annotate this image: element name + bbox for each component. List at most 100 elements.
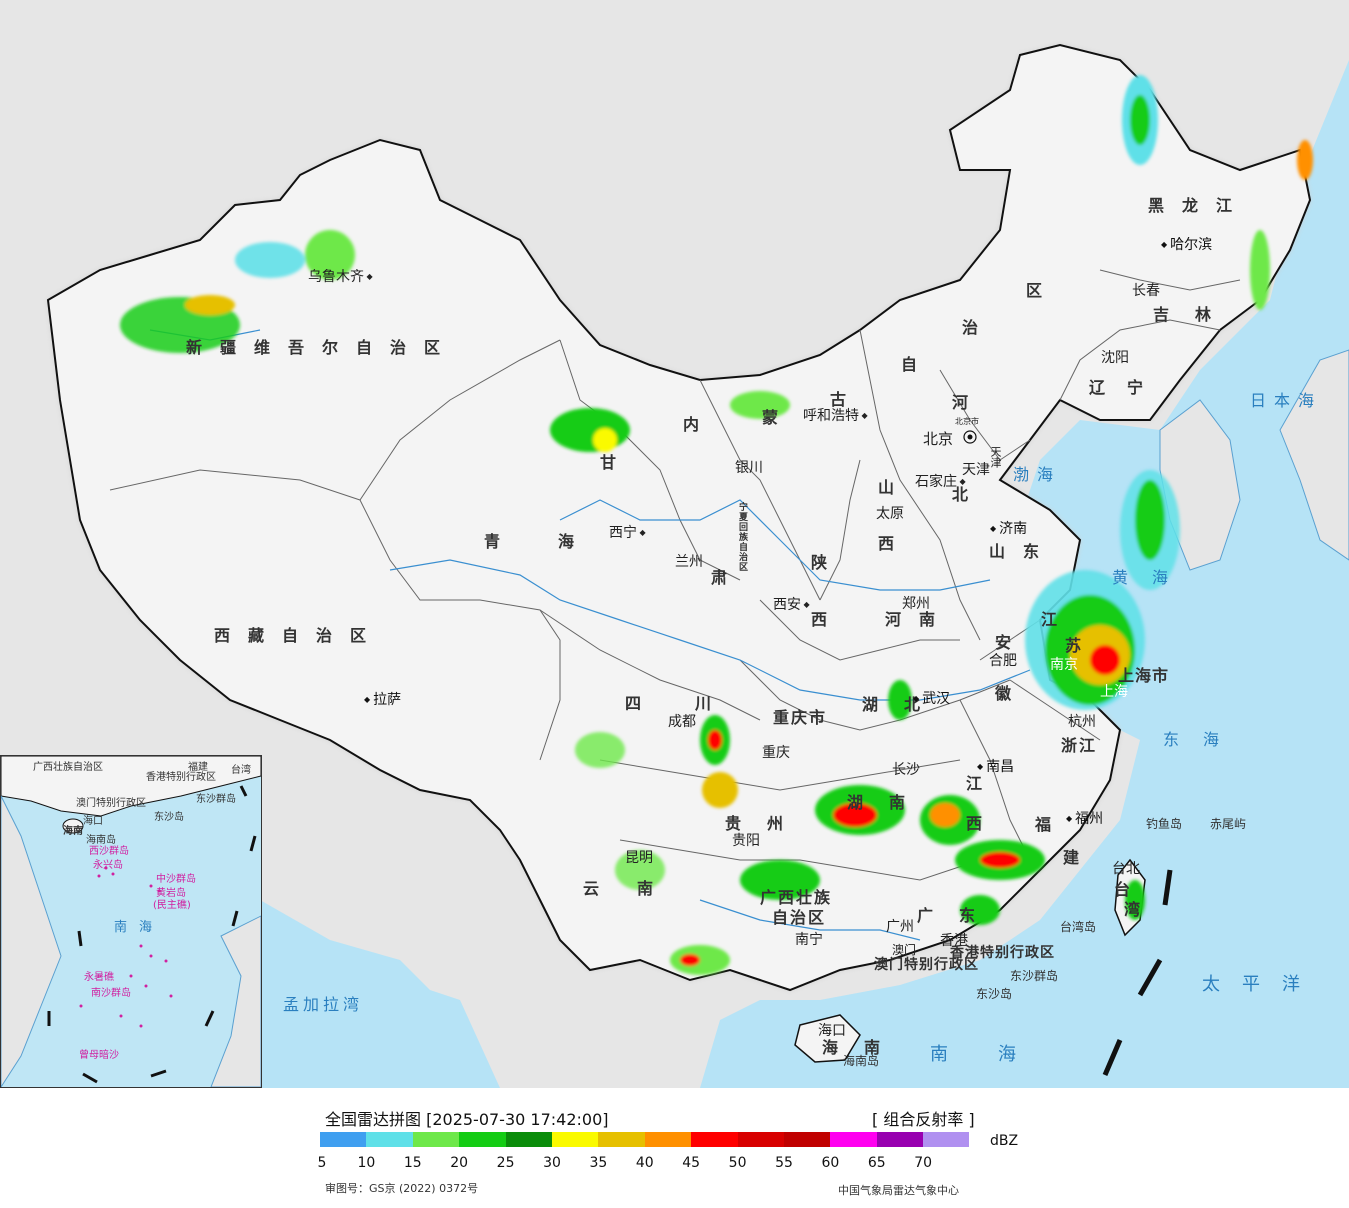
city-shanghai: 上海: [1100, 684, 1128, 700]
radar-map: 新疆维吾尔自治区 西藏自治区 青海 甘 肃 内 蒙 古 自 治 区 黑龙江 吉林…: [0, 0, 1349, 1089]
legend-unit: dBZ: [990, 1133, 1019, 1149]
legend-tick-label: 10: [357, 1155, 376, 1171]
legend-swatch: [598, 1132, 645, 1147]
inset-label-hk: 香港特别行政区: [146, 772, 216, 783]
bengal-bay: [260, 900, 500, 1088]
sea-boundary-dashes: [1102, 869, 1173, 1076]
legend-swatch: [737, 1132, 784, 1147]
legend-tick-label: 25: [496, 1155, 515, 1171]
inset-reefs: [79, 866, 173, 1028]
label-henan: 河南: [885, 610, 954, 629]
label-nmg-a: 内: [683, 415, 718, 434]
city-xian: 西安: [773, 598, 810, 612]
hainan-island: [794, 1014, 861, 1063]
legend-swatch: [830, 1132, 877, 1147]
city-chengdu: 成都: [668, 714, 696, 730]
label-hk-sar: 香港特别行政区: [950, 945, 1055, 961]
legend-tick-label: 30: [543, 1155, 561, 1171]
island-taiwan: 台湾岛: [1060, 920, 1097, 934]
label-jiangsu-a: 江: [1041, 610, 1076, 629]
legend-tick-label: 20: [450, 1155, 469, 1171]
legend-swatch: [923, 1132, 970, 1147]
city-kunming: 昆明: [625, 850, 653, 866]
city-xining: 西宁: [609, 526, 646, 540]
legend-product: [ 组合反射率 ]: [872, 1110, 975, 1129]
south-china-sea-inset: 广西壮族自治区 香港特别行政区 澳门特别行政区 东沙群岛 东沙岛 海口 海南 海…: [0, 755, 262, 1088]
legend-tick-label: 45: [682, 1155, 701, 1171]
label-hebei-b: 北: [952, 485, 987, 504]
sea-bengal: 孟加拉湾: [283, 995, 364, 1014]
inset-label-huangyan: 黄岩岛: [156, 888, 186, 899]
label-guangxi-b: 自治区: [772, 908, 827, 927]
inset-label-south-sea: 南海: [114, 920, 165, 935]
inset-mainland-sea-left: [1, 795, 62, 1087]
inset-label-zhongsha: 中沙群岛: [156, 874, 196, 885]
city-macau: 澳门: [892, 943, 917, 957]
legend-swatch: [366, 1132, 413, 1147]
japan-land: [1279, 349, 1349, 561]
legend-tick-label: 55: [775, 1155, 793, 1171]
legend-tick-label: 65: [867, 1155, 886, 1171]
legend-tick-label: 40: [635, 1155, 654, 1171]
city-shenyang: 沈阳: [1101, 350, 1129, 366]
city-haikou: 海口: [818, 1023, 846, 1039]
label-taiwan-b: 湾: [1124, 900, 1159, 919]
sea-bohai: 渤海: [1013, 465, 1062, 484]
label-chongqing: 重庆市: [773, 708, 828, 727]
city-lanzhou: 兰州: [675, 554, 703, 570]
legend-tick-label: 60: [821, 1155, 840, 1171]
label-hainan: 海南: [822, 1038, 907, 1057]
legend-swatch: [459, 1132, 506, 1147]
inset-label-macau: 澳门特别行政区: [76, 798, 146, 809]
city-zhengzhou: 郑州: [902, 596, 930, 612]
label-gansu-b: 肃: [711, 568, 746, 587]
label-nmg-d: 自: [901, 355, 936, 374]
label-macau-sar: 澳门特别行政区: [874, 957, 979, 973]
inset-right-land: [210, 915, 261, 1087]
inset-label-xisha: 西沙群岛: [89, 846, 129, 857]
island-dongsha: 东沙岛: [976, 987, 1013, 1001]
legend-review-number: 审图号：GS京 (2022) 0372号: [325, 1182, 479, 1195]
label-jiangxi-b: 西: [966, 814, 1001, 833]
island-chiwei: 赤尾屿: [1210, 817, 1247, 831]
label-jiangsu-b: 苏: [1065, 636, 1100, 655]
city-hefei: 合肥: [989, 653, 1017, 669]
sea-south: 南海: [930, 1044, 1066, 1065]
label-yunnan: 云南: [583, 879, 692, 898]
city-changchun: 长春: [1132, 283, 1160, 299]
inset-label-hainan-isl: 海南岛: [86, 835, 116, 846]
legend-title: 全国雷达拼图 [2025-07-30 17:42:00]: [325, 1110, 609, 1129]
legend-tick-label: 70: [914, 1155, 933, 1171]
city-tianjin: 天津: [962, 462, 990, 478]
label-shanxi-b: 西: [878, 534, 913, 553]
inset-label-nansha: 南沙群岛: [91, 988, 131, 999]
island-dongsha-group: 东沙群岛: [1010, 969, 1059, 983]
island-diaoyu: 钓鱼岛: [1146, 817, 1183, 831]
legend-swatch: [412, 1132, 460, 1147]
city-nanning: 南宁: [795, 932, 823, 948]
radar-echoes: [120, 75, 1313, 975]
label-beijing-shi: 北京市: [955, 417, 979, 426]
label-guangdong: 广东: [917, 906, 1002, 925]
sea-pacific: 太平洋: [1202, 974, 1322, 995]
label-sichuan: 四川: [625, 694, 766, 713]
inset-hainan: [62, 818, 84, 834]
city-hangzhou: 杭州: [1068, 714, 1096, 730]
label-heilongjiang: 黑龙江: [1148, 196, 1251, 215]
city-harbin: 哈尔滨: [1161, 238, 1212, 252]
inset-label-yongshu: 永暑礁: [84, 972, 114, 983]
legend-panel: 全国雷达拼图 [2025-07-30 17:42:00] [ 组合反射率 ] 5…: [0, 1088, 1349, 1208]
city-yinchuan: 银川: [735, 460, 763, 476]
label-nmg-e: 治: [962, 318, 997, 337]
inset-label-zengmu: 曾母暗沙: [79, 1050, 119, 1061]
city-lhasa: 拉萨: [364, 693, 401, 707]
city-beijing: 北京: [923, 430, 954, 448]
inset-label-minzhu: (民主礁): [153, 900, 191, 911]
label-hunan: 湖南: [847, 793, 932, 812]
label-gansu-a: 甘: [600, 453, 635, 472]
legend-swatch: [783, 1132, 831, 1147]
city-changsha: 长沙: [892, 762, 920, 778]
legend-tick-label: 5: [317, 1155, 327, 1171]
legend-swatch: [505, 1132, 552, 1147]
label-nmg-f: 区: [1026, 281, 1061, 300]
